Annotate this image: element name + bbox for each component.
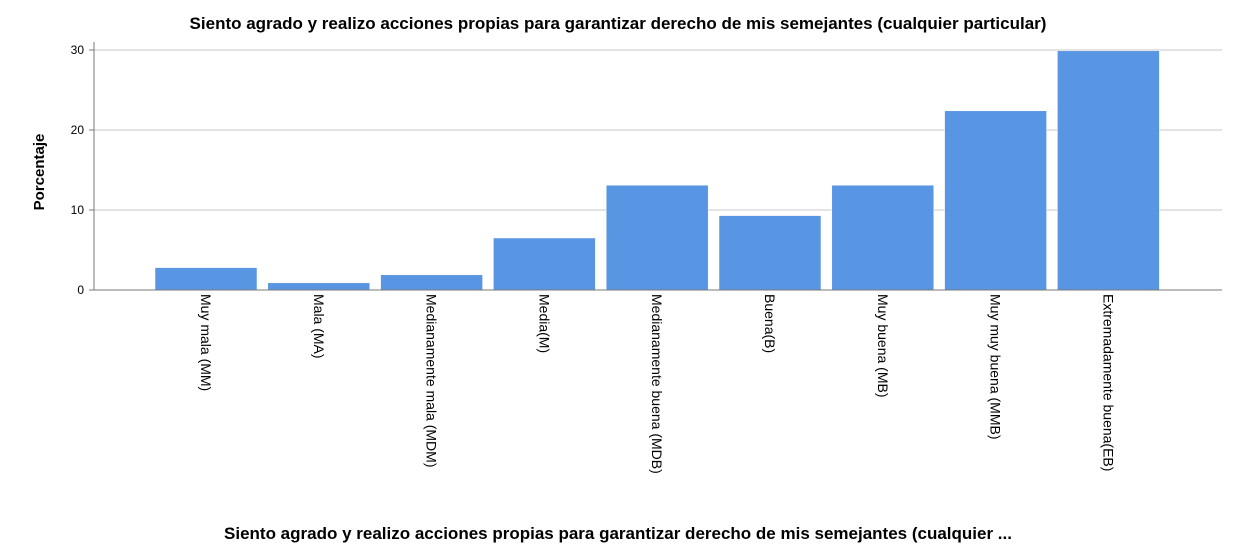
axes [89,42,1222,291]
bar [493,237,596,291]
x-category-label: Extremadamente buena(EB) [1100,294,1116,471]
bar [605,184,709,291]
y-tick-labels: 0 10 20 30 [71,43,85,297]
y-tick-label: 10 [71,203,85,217]
bars [154,50,1160,291]
y-axis-title: Porcentaje [31,134,48,211]
x-category-labels: Muy mala (MM) Mala (MA) Medianamente mala … [198,294,1116,474]
bar [1057,50,1160,291]
y-tick-label: 0 [77,283,84,297]
bar [718,215,822,291]
bar [944,110,1047,291]
x-category-label: Medianamente buena (MDB) [649,294,665,474]
y-tick-label: 30 [71,43,85,57]
x-category-label: Muy buena (MB) [875,294,891,397]
x-category-label: Medianamente mala (MDM) [424,294,440,468]
bar [267,282,371,291]
bar [154,267,258,291]
bar [831,184,935,291]
x-category-label: Media(M) [536,294,552,353]
bar [380,274,483,291]
chart-title: Siento agrado y realizo acciones propias… [189,14,1047,33]
x-axis-title: Siento agrado y realizo acciones propias… [224,524,1012,543]
y-tick-label: 20 [71,123,85,137]
x-category-label: Muy muy buena (MMB) [988,294,1004,439]
x-category-label: Muy mala (MM) [198,294,214,391]
x-category-label: Buena(B) [762,294,778,353]
x-category-label: Mala (MA) [311,294,327,359]
